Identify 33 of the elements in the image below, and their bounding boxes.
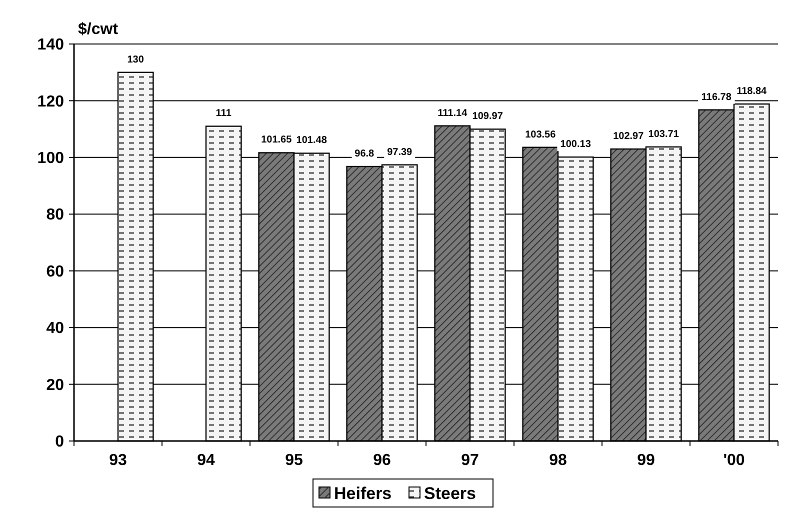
legend-label: Heifers [334, 484, 392, 503]
y-tick-label: 60 [46, 263, 64, 280]
x-tick-label: 95 [285, 452, 303, 469]
x-tick-label: 99 [637, 452, 655, 469]
data-label: 96.8 [354, 148, 375, 160]
y-axis-title: $/cwt [78, 21, 119, 38]
x-tick-label: 94 [197, 452, 215, 469]
data-label: 101.65 [261, 134, 292, 146]
data-label: 111.14 [438, 108, 468, 119]
y-tick-label: 80 [46, 206, 64, 224]
data-label: 101.48 [296, 135, 328, 146]
data-label: 109.97 [472, 111, 504, 122]
y-tick-label: 120 [37, 93, 64, 110]
x-tick-label: 93 [109, 452, 127, 469]
y-tick-label: 20 [46, 376, 64, 394]
data-label: 118.84 [736, 86, 768, 98]
y-tick-label: 100 [37, 150, 64, 168]
y-tick-label: 40 [46, 320, 64, 338]
text: Steers [424, 484, 476, 503]
x-tick-label: 96 [373, 452, 391, 469]
x-tick-label: 97 [461, 452, 479, 469]
data-label: 111 [216, 108, 232, 120]
data-label: 100.13 [560, 139, 592, 150]
data-label: 97.39 [387, 146, 413, 158]
x-tick-label: '00 [723, 452, 745, 469]
x-tick-label: 98 [549, 452, 567, 469]
y-tick-label: 0 [55, 434, 64, 451]
data-label: 102.97 [613, 131, 644, 142]
y-tick-label: 140 [37, 36, 64, 54]
data-label: 103.71 [648, 128, 680, 140]
data-label: 103.56 [525, 129, 556, 140]
data-label: 116.78 [701, 92, 732, 103]
data-label: 130 [127, 54, 144, 66]
